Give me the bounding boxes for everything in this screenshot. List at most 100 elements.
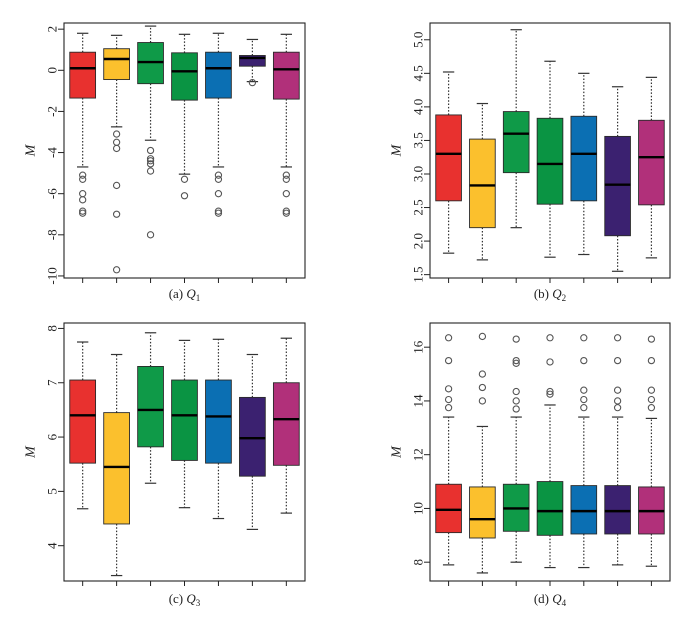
outlier-point [112, 266, 121, 274]
y-tick-label: 6 [45, 433, 60, 440]
box-6 [604, 86, 631, 283]
outlier-point [112, 130, 121, 138]
y-tick-label: 3.0 [411, 166, 426, 182]
box-4 [171, 339, 198, 586]
iqr-box [171, 379, 198, 461]
outlier-point [79, 190, 87, 198]
outlier-point [546, 390, 554, 398]
outlier-point [478, 383, 487, 392]
outlier-point [214, 207, 223, 215]
iqr-box [239, 55, 266, 67]
y-tick-label: 3.5 [411, 132, 426, 148]
outlier-point [647, 335, 656, 343]
box-2 [469, 102, 496, 283]
box-7 [272, 33, 300, 283]
box-3 [502, 29, 530, 283]
outlier-point [613, 397, 622, 405]
outlier-point [180, 192, 189, 200]
box-6 [604, 334, 631, 586]
iqr-box [435, 483, 462, 534]
y-axis-label: M [24, 143, 39, 157]
box-1 [69, 32, 97, 283]
iqr-box [69, 51, 97, 99]
box-2 [469, 332, 496, 586]
box-3 [137, 332, 164, 586]
outlier-point [146, 155, 155, 163]
outlier-point [444, 356, 453, 365]
box-7 [272, 337, 300, 586]
outlier-point [146, 157, 155, 165]
panel-caption: (d) Q4 [534, 591, 567, 608]
y-tick-label: 4.5 [411, 65, 426, 81]
outlier-point [647, 386, 656, 394]
box-3 [137, 25, 164, 283]
outlier-point [613, 386, 622, 394]
iqr-box [272, 382, 300, 466]
y-tick-label: 4.0 [411, 99, 426, 115]
panel-d: 8 10 12 14 16 M (d) Q4 [390, 322, 671, 608]
y-tick-label: 0 [45, 67, 60, 74]
box-5 [205, 338, 232, 586]
outlier-point [444, 395, 453, 404]
outlier-point [580, 395, 588, 404]
y-tick-label: 5.0 [411, 32, 426, 48]
iqr-box [239, 396, 266, 477]
outlier-point [512, 405, 520, 413]
iqr-box [570, 115, 598, 202]
box-4 [171, 33, 198, 283]
outlier-point [146, 146, 155, 155]
iqr-box [69, 379, 97, 464]
box-1 [435, 334, 462, 586]
outlier-point [647, 395, 656, 404]
outlier-point [478, 332, 487, 341]
outlier-point [282, 171, 290, 179]
outlier-point [444, 334, 453, 342]
outlier-point [580, 404, 588, 412]
y-tick-label: 8 [411, 559, 426, 566]
outlier-point [580, 334, 588, 342]
outlier-point [79, 209, 87, 217]
y-tick-label: 2.0 [411, 233, 426, 249]
y-tick-label: -10 [45, 267, 60, 284]
iqr-box [604, 485, 631, 535]
outlier-point [613, 404, 622, 412]
outlier-point [180, 175, 189, 183]
y-tick-label: 7 [45, 379, 60, 386]
outlier-point [444, 404, 453, 412]
outlier-point [146, 231, 155, 239]
iqr-box [469, 138, 496, 229]
outlier-point [580, 386, 588, 394]
box-3 [502, 335, 530, 586]
outlier-point [282, 175, 290, 183]
iqr-box [205, 379, 232, 464]
box-7 [638, 335, 665, 586]
box-4 [536, 60, 564, 283]
outlier-point [214, 175, 223, 183]
y-axis-label: M [390, 143, 405, 157]
box-5 [570, 334, 598, 586]
y-tick-label: -8 [45, 229, 60, 240]
outlier-point [512, 397, 520, 405]
outlier-point [647, 404, 656, 412]
y-tick-label: -4 [45, 147, 60, 158]
box-2 [103, 34, 130, 283]
box-6 [239, 38, 266, 283]
iqr-box [604, 135, 631, 237]
outlier-point [512, 387, 520, 396]
iqr-box [103, 412, 130, 525]
y-tick-label: 16 [411, 340, 426, 354]
outlier-point [146, 160, 155, 168]
y-axis-label: M [24, 445, 39, 459]
y-tick-label: 12 [411, 448, 426, 461]
outlier-point [546, 358, 554, 366]
y-tick-label: 14 [411, 394, 426, 408]
outlier-point [214, 171, 223, 179]
panel-c: 4 5 6 7 8 M (c) Q3 [24, 322, 306, 608]
outlier-point [613, 356, 622, 365]
iqr-box [469, 486, 496, 539]
iqr-box [502, 111, 530, 174]
outlier-point [546, 334, 554, 342]
y-tick-label: -6 [45, 188, 60, 199]
y-tick-label: -2 [45, 106, 60, 117]
